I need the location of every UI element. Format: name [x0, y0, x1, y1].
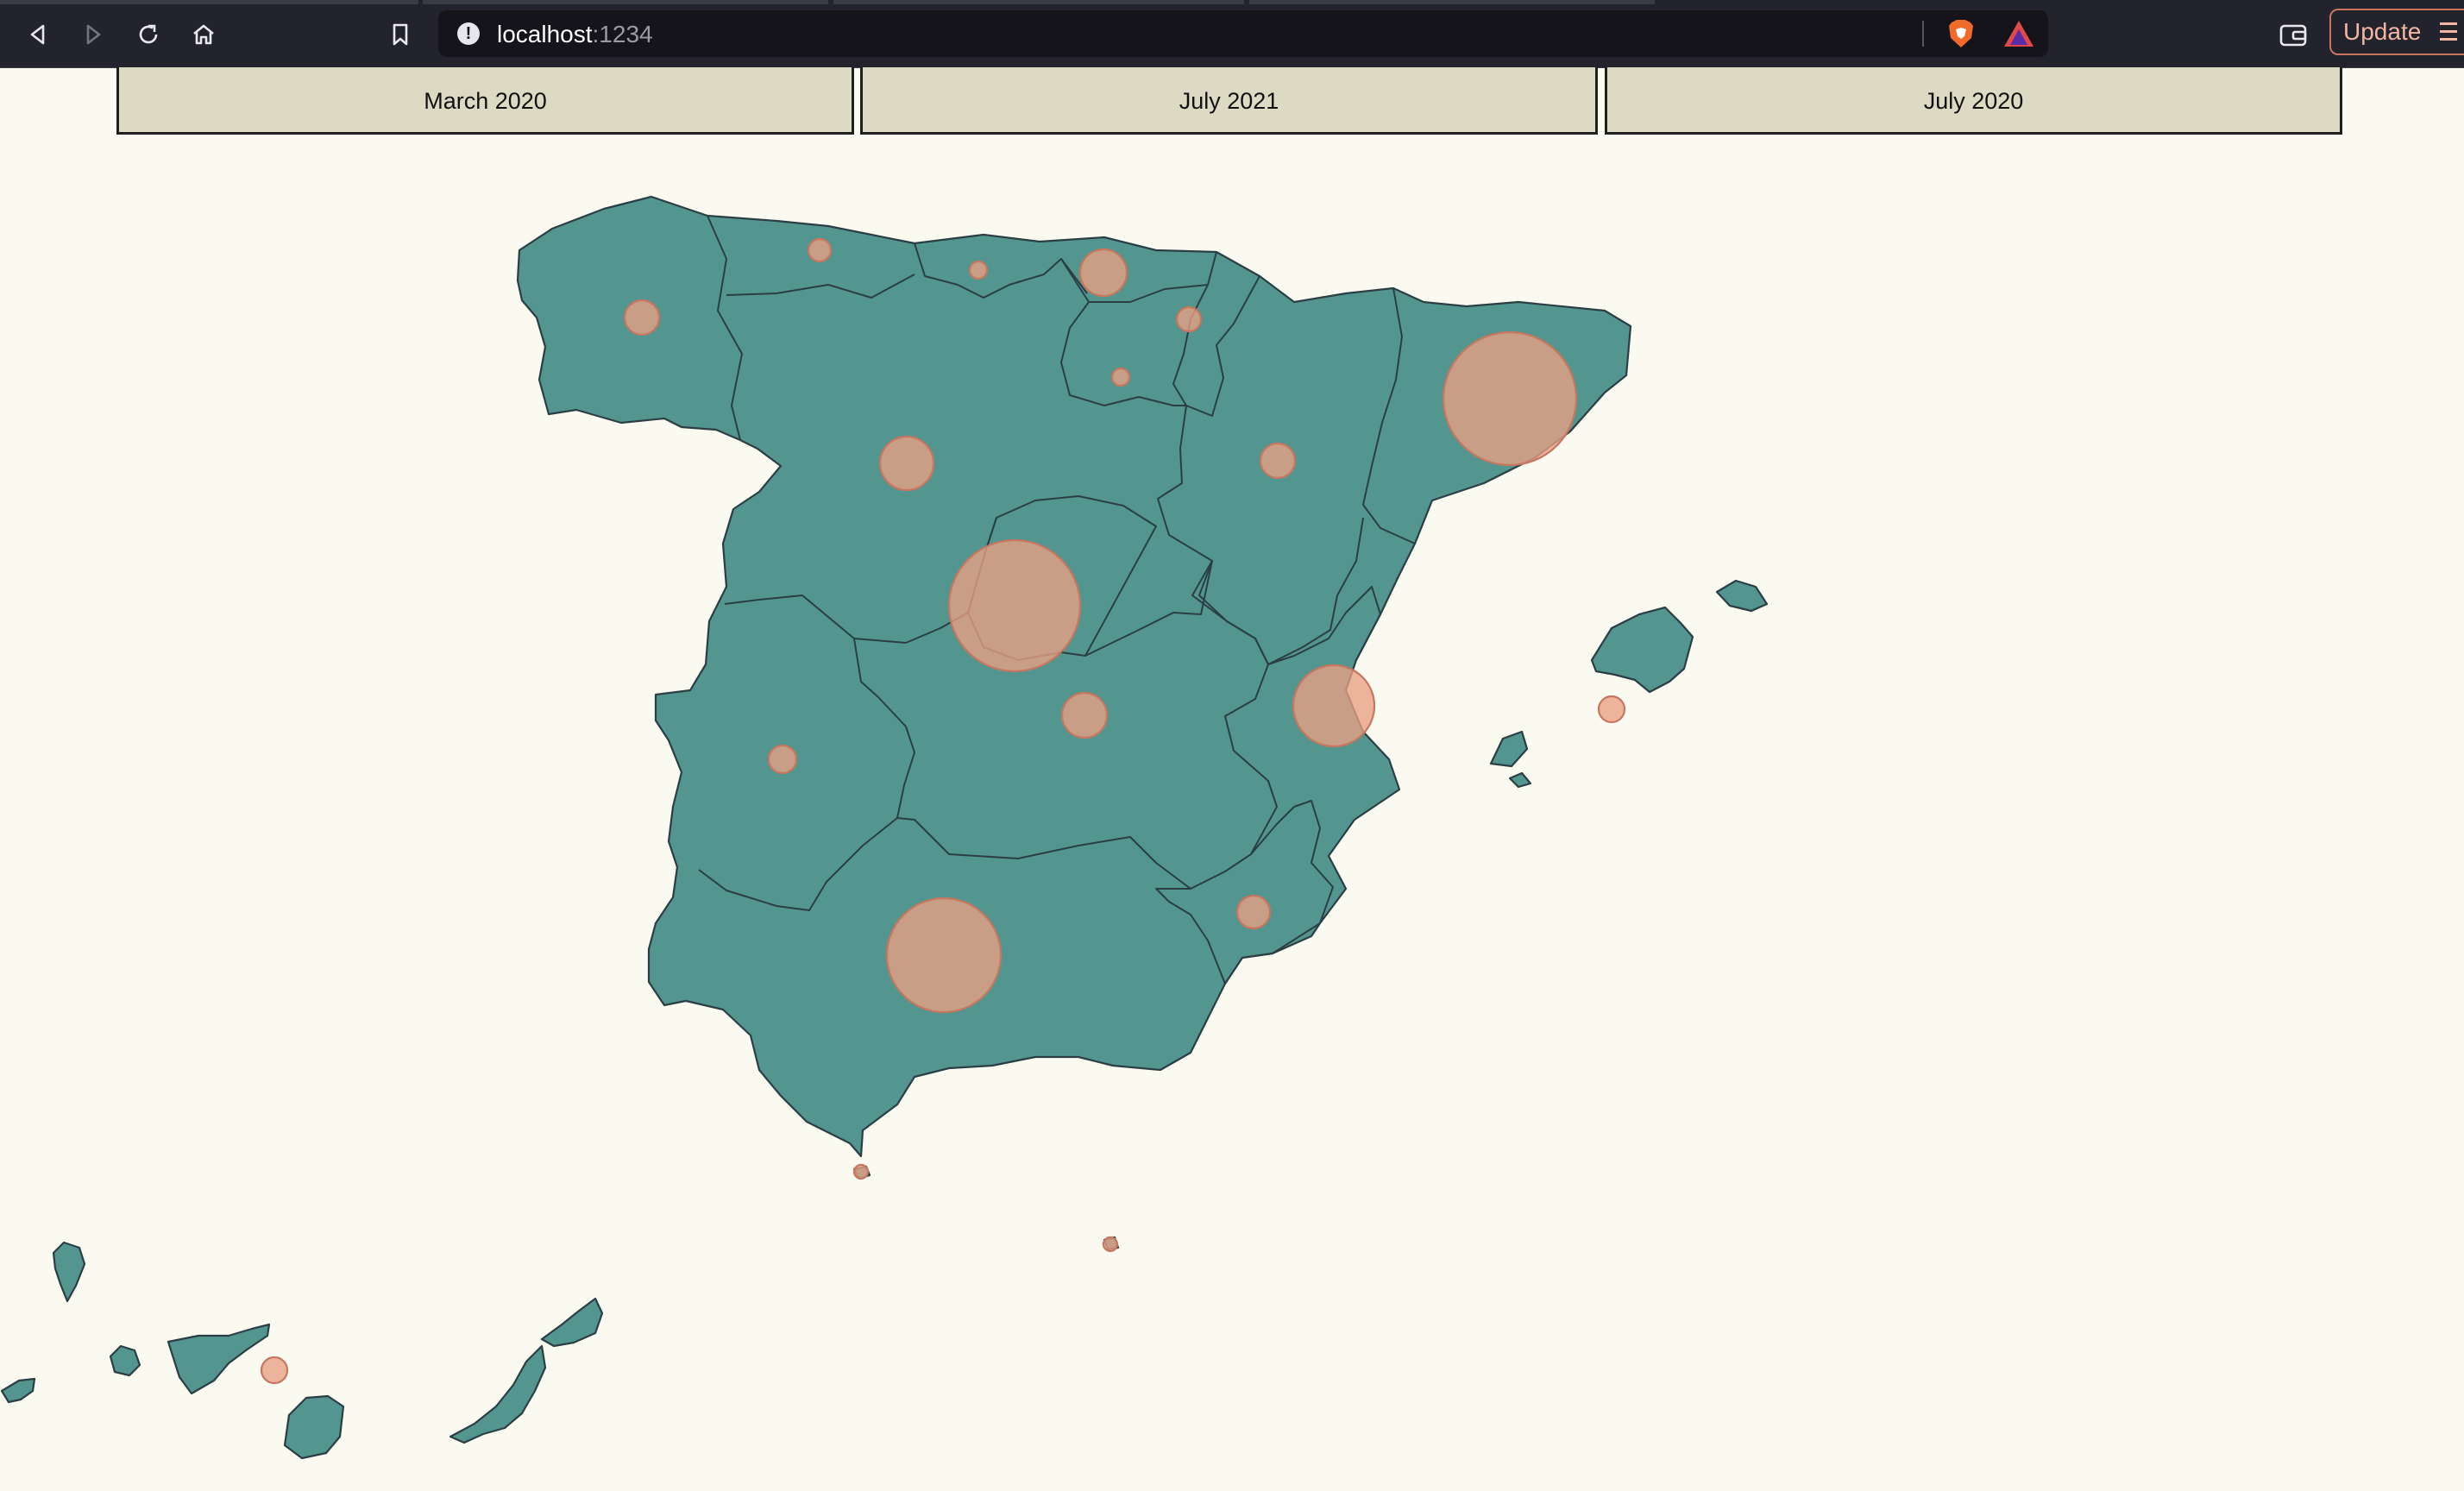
- bubble-valencia: [1292, 664, 1376, 748]
- border-murcia: [1155, 800, 1334, 985]
- ibiza: [1489, 730, 1529, 768]
- update-button[interactable]: Update: [2329, 9, 2464, 55]
- fuerteventura: [449, 1344, 547, 1444]
- forward-icon[interactable]: [76, 17, 110, 52]
- bookmark-icon[interactable]: [383, 17, 418, 52]
- date-button-july-2021[interactable]: July 2021: [860, 67, 1598, 135]
- url-divider: [1922, 21, 1924, 47]
- bubble-basque-country: [1078, 248, 1128, 298]
- bubble-extremadura: [767, 744, 798, 775]
- bubble-ceuta: [852, 1163, 870, 1180]
- tab-strip: [0, 0, 2464, 5]
- mainland-spain: [516, 195, 1632, 1158]
- date-button-july-2020[interactable]: July 2020: [1605, 67, 2342, 135]
- bubble-castilla-y-leon: [878, 435, 935, 492]
- bubble-catalonia: [1442, 330, 1578, 467]
- border-valencia: [1267, 586, 1381, 665]
- back-icon[interactable]: [21, 17, 55, 52]
- tenerife: [167, 1323, 271, 1395]
- reload-icon[interactable]: [131, 17, 166, 52]
- gran-canaria: [283, 1394, 345, 1460]
- bubble-andalucia: [885, 896, 1003, 1014]
- brave-shield-icon[interactable]: [1945, 17, 1977, 50]
- brave-rewards-icon[interactable]: [2002, 17, 2036, 50]
- la-palma: [52, 1241, 86, 1303]
- bubble-canarias: [260, 1356, 289, 1385]
- menorca: [1715, 579, 1769, 613]
- wallet-icon[interactable]: [2278, 19, 2309, 50]
- bubble-aragon: [1259, 442, 1297, 480]
- border-cantabria: [914, 242, 1088, 299]
- bubble-madrid: [947, 538, 1082, 673]
- date-button-march-2020[interactable]: March 2020: [116, 67, 854, 135]
- menu-icon[interactable]: [2440, 22, 2457, 46]
- bubble-castilla-la-mancha: [1060, 691, 1109, 739]
- home-icon[interactable]: [186, 17, 221, 52]
- border-catalonia: [1362, 287, 1416, 544]
- browser-toolbar: ! localhost:1234 Update: [0, 0, 2464, 68]
- case-bubbles: [260, 237, 1626, 1385]
- la-gomera: [109, 1344, 141, 1377]
- address-bar[interactable]: ! localhost:1234: [438, 10, 2048, 57]
- info-icon[interactable]: !: [457, 22, 480, 45]
- border-rioja: [1060, 301, 1186, 406]
- url-text[interactable]: localhost:1234: [497, 21, 653, 47]
- border-extremadura: [698, 638, 915, 911]
- border-navarra: [1172, 275, 1260, 417]
- bubble-cantabria: [968, 260, 989, 280]
- lanzarote: [540, 1297, 604, 1348]
- bubble-baleares: [1597, 695, 1626, 724]
- formentera: [1508, 771, 1532, 789]
- border-asturias: [726, 274, 915, 299]
- bubble-melilla: [1102, 1236, 1119, 1253]
- border-basque: [1060, 251, 1217, 303]
- bubble-murcia: [1235, 894, 1272, 930]
- bubble-asturias: [807, 237, 833, 263]
- bubble-navarra: [1175, 305, 1203, 333]
- el-hierro: [0, 1377, 36, 1404]
- border-clm-east: [896, 560, 1278, 890]
- border-galicia: [707, 215, 743, 441]
- bubble-la-rioja: [1110, 367, 1131, 387]
- bubble-galicia: [623, 299, 661, 337]
- mallorca: [1590, 606, 1694, 694]
